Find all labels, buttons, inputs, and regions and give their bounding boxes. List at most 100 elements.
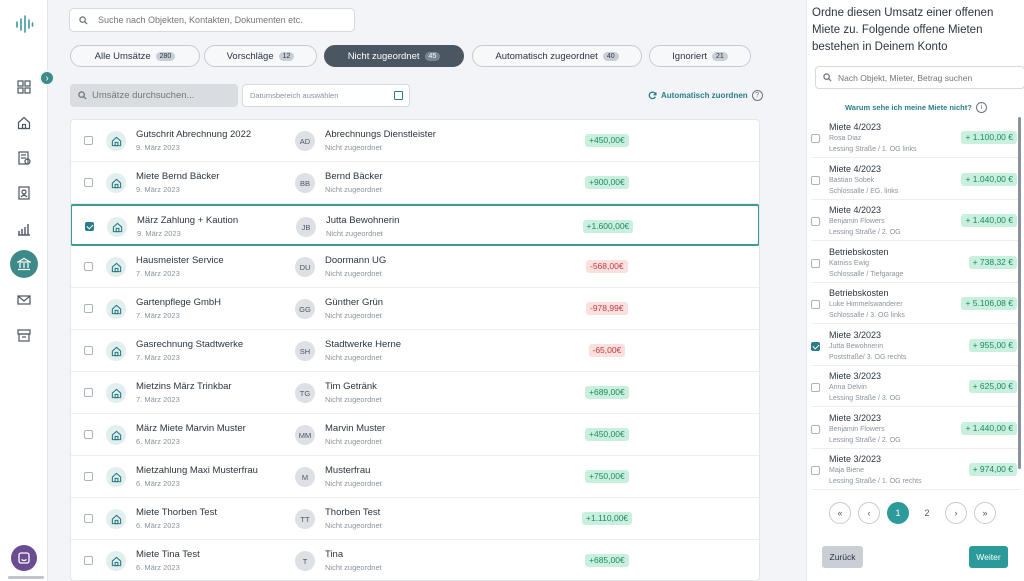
row-checkbox[interactable] [84, 430, 93, 439]
chat-support-icon[interactable] [11, 545, 37, 571]
transaction-date: 9. März 2023 [136, 185, 180, 194]
sidebar-expand-chevron-icon[interactable]: › [39, 70, 55, 86]
page-1-button[interactable]: 1 [887, 502, 909, 524]
page-next-button[interactable]: › [945, 502, 967, 524]
transaction-search-input[interactable] [92, 90, 232, 101]
page-last-button[interactable]: » [974, 502, 996, 524]
open-rent-item[interactable]: Miete 4/2023 Benjamin Flowers Lessing Stra… [811, 200, 1021, 241]
rent-checkbox[interactable] [811, 134, 820, 143]
transaction-title: Gasrechnung Stadtwerke [136, 339, 244, 350]
open-rent-item[interactable]: Betriebskosten Katniss Ewig Schlossalle / … [811, 242, 1021, 283]
bank-icon[interactable] [15, 255, 33, 273]
search-icon [79, 15, 88, 25]
rent-list-scrollbar[interactable] [1018, 117, 1021, 469]
transaction-row[interactable]: Hausmeister Service 7. März 2023 DU Doorman… [71, 246, 759, 288]
help-icon[interactable]: ? [751, 90, 763, 101]
page-2-button[interactable]: 2 [924, 508, 930, 518]
transaction-row[interactable]: Gutschrit Abrechnung 2022 9. März 2023 AD A… [71, 120, 759, 162]
next-button[interactable]: Weiter [969, 546, 1008, 568]
assignment-status: Nicht zugeordnet [326, 229, 383, 238]
rent-checkbox[interactable] [811, 341, 820, 351]
tab-suggestions[interactable]: Vorschläge 12 [204, 45, 317, 67]
rent-checkbox[interactable] [811, 175, 820, 185]
rent-checkbox[interactable] [811, 217, 820, 226]
open-rent-item[interactable]: Miete 3/2023 Jutta Bewohnerin Poststraße/ … [811, 325, 1021, 366]
global-search[interactable] [69, 8, 355, 32]
transaction-row[interactable]: Mietzahlung Maxi Musterfrau 6. März 2023 M… [71, 456, 759, 498]
unit-address: Lessing Straße / 2. OG [829, 229, 901, 236]
open-rent-item[interactable]: Miete 3/2023 Maja Biene Lessing Straße / 1… [811, 449, 1021, 490]
row-checkbox[interactable] [85, 222, 94, 231]
row-checkbox[interactable] [84, 178, 93, 187]
row-checkbox[interactable] [84, 262, 93, 271]
open-rent-item[interactable]: Miete 4/2023 Rosa Diaz Lessing Straße / 1.… [811, 117, 1021, 158]
assignment-status: Nicht zugeordnet [325, 143, 382, 152]
dashboard-icon[interactable] [15, 78, 33, 96]
unit-address: Lessing Straße / 2. OG [829, 436, 901, 444]
transaction-row[interactable]: Miete Thorben Test 6. März 2023 TT Thorben … [71, 498, 759, 540]
open-rent-item[interactable]: Miete 3/2023 Anna Delvin Lessing Straße / … [811, 366, 1021, 407]
rent-search-input[interactable] [838, 72, 1018, 83]
transaction-row[interactable]: März Zahlung + Kaution 9. März 2023 JB Jutt… [71, 204, 759, 246]
transaction-date: 6. März 2023 [136, 563, 180, 572]
property-house-icon [106, 509, 126, 529]
page-prev-button[interactable]: ‹ [858, 502, 880, 524]
rent-checkbox[interactable] [811, 300, 820, 309]
row-checkbox[interactable] [84, 136, 93, 145]
date-range-field[interactable]: Datumsbereich auswählen [242, 84, 410, 107]
rent-checkbox[interactable] [811, 258, 820, 268]
rent-checkbox[interactable] [811, 466, 820, 475]
transaction-date: 6. März 2023 [136, 479, 180, 488]
tab-ignored[interactable]: Ignoriert 21 [649, 45, 751, 67]
transaction-date: 6. März 2023 [136, 437, 180, 446]
row-checkbox[interactable] [84, 556, 93, 565]
why-rent-missing-link[interactable]: Warum sehe ich meine Miete nicht? i [845, 102, 987, 113]
assignment-status: Nicht zugeordnet [325, 395, 382, 404]
tenant-name: Benjamin Flowers [829, 218, 885, 225]
unit-address: Lessing Straße / 3. OG [829, 395, 901, 402]
open-rent-item[interactable]: Miete 3/2023 Benjamin Flowers Lessing Stra… [811, 408, 1021, 449]
unit-address: Lessing Straße / 1. OG links [829, 146, 917, 153]
row-checkbox[interactable] [84, 514, 93, 523]
rent-checkbox[interactable] [811, 424, 820, 434]
counterparty-name: Bernd Bäcker [325, 171, 383, 182]
transaction-row[interactable]: Mietzins März Trinkbar 7. März 2023 TG Tim … [71, 372, 759, 414]
transaction-row[interactable]: Gartenpflege GmbH 7. März 2023 GG Günther G… [71, 288, 759, 330]
documents-icon[interactable] [15, 149, 33, 167]
counterparty-name: Stadtwerke Herne [325, 339, 402, 350]
mail-icon[interactable] [15, 291, 33, 309]
back-button[interactable]: Zurück [822, 546, 863, 568]
transaction-row[interactable]: Gasrechnung Stadtwerke 7. März 2023 SH Stad… [71, 330, 759, 372]
info-icon: i [975, 102, 987, 113]
tab-label: Vorschläge [226, 50, 274, 62]
transaction-row[interactable]: März Miete Marvin Muster 6. März 2023 MM Ma… [71, 414, 759, 456]
transaction-search[interactable] [70, 84, 238, 107]
tab-unassigned[interactable]: Nicht zugeordnet 45 [324, 45, 464, 67]
property-house-icon [106, 299, 126, 319]
transaction-row[interactable]: Miete Bernd Bäcker 9. März 2023 BB Bernd Bä… [71, 162, 759, 204]
rent-checkbox[interactable] [811, 383, 820, 392]
transaction-row[interactable]: Miete Tina Test 6. März 2023 T Tina Nicht zu… [71, 540, 759, 580]
open-rent-item[interactable]: Miete 4/2023 Bastian Sobek Schlossalle / E… [811, 159, 1021, 200]
analytics-icon[interactable] [15, 220, 33, 238]
row-checkbox[interactable] [84, 472, 93, 481]
page-first-button[interactable]: « [829, 502, 851, 524]
home-icon[interactable] [15, 114, 33, 132]
app-logo-icon[interactable] [14, 14, 34, 34]
global-search-input[interactable] [98, 15, 338, 25]
row-checkbox[interactable] [84, 388, 93, 397]
tab-auto-assigned[interactable]: Automatisch zugeordnet 40 [472, 45, 642, 67]
rent-search[interactable] [815, 66, 1024, 89]
row-checkbox[interactable] [84, 346, 93, 355]
property-house-icon [106, 131, 126, 151]
row-checkbox[interactable] [84, 304, 93, 313]
auto-assign-button[interactable]: Automatisch zuordnen ? [648, 90, 763, 101]
avatar: DU [295, 257, 315, 277]
open-rent-item[interactable]: Betriebskosten Luke Himmelswanderer Schlos… [811, 283, 1021, 324]
horizontal-scrollbar[interactable] [8, 576, 44, 579]
tab-all-transactions[interactable]: Alle Umsätze 280 [70, 45, 200, 67]
tenant-name: Maja Biene [829, 467, 865, 474]
archive-icon[interactable] [15, 326, 33, 344]
property-house-icon [106, 173, 126, 193]
contacts-icon[interactable] [15, 184, 33, 202]
